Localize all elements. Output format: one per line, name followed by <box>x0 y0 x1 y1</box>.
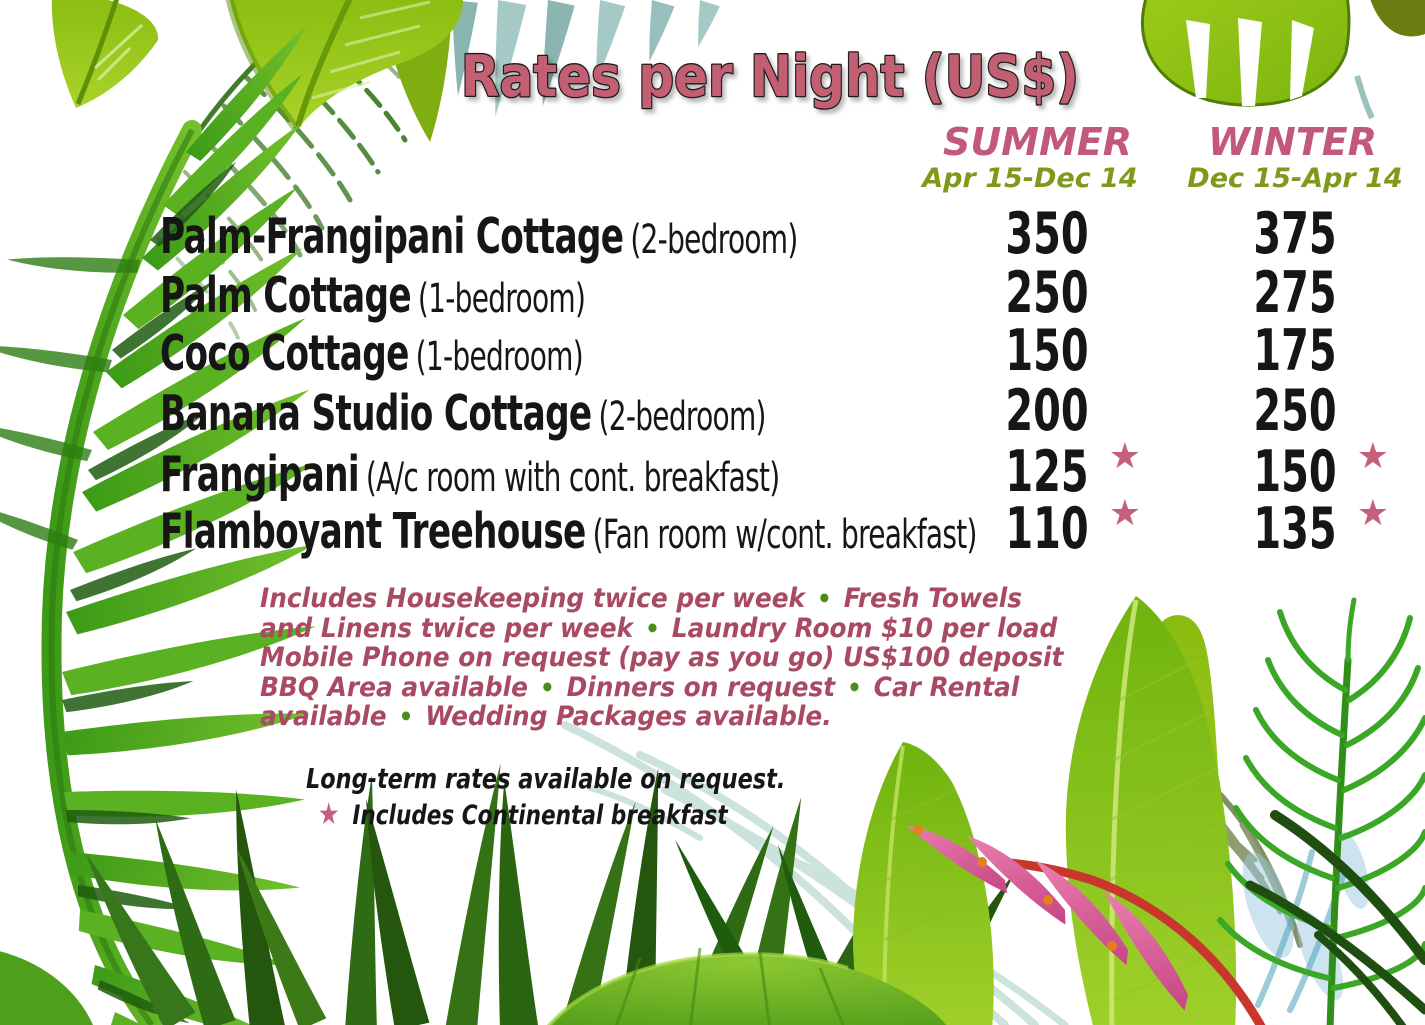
notes-text: Car Rental <box>873 671 1020 703</box>
breakfast-note: ★ Includes Continental breakfast <box>318 797 728 832</box>
cottage-name: Banana Studio Cottage <box>160 385 592 442</box>
summer-price: 350 <box>1005 201 1089 267</box>
winter-price: 175 <box>1253 318 1337 384</box>
winter-price: 375 <box>1253 201 1337 267</box>
bullet-icon: • <box>645 613 660 643</box>
rate-row: Flamboyant Treehouse (Fan room w/cont. br… <box>0 493 1425 567</box>
winter-column-header: WINTER <box>1208 120 1377 164</box>
notes-text: available <box>260 701 387 732</box>
bullet-icon: • <box>847 672 862 702</box>
page-title-text: Rates per Night (US$) <box>461 44 1079 110</box>
summer-price: 125 ★ <box>1005 436 1141 505</box>
rate-row: Palm-Frangipani Cottage (2-bedroom) 350 3… <box>0 206 1425 272</box>
winter-price: 275 <box>1253 260 1337 326</box>
cottage-name: Flamboyant Treehouse <box>160 503 586 560</box>
star-icon: ★ <box>1356 493 1389 534</box>
cottage-name: Frangipani <box>160 446 360 503</box>
notes-text: Includes Housekeeping twice per week <box>260 583 806 614</box>
bullet-icon: • <box>398 702 414 731</box>
cottage-desc: (2-bedroom) <box>630 217 798 263</box>
monstera-leaf-top-right <box>1140 0 1425 120</box>
star-icon: ★ <box>318 797 340 832</box>
banana-leaf-top-left <box>51 0 463 142</box>
heliconia-flower <box>906 825 1266 1025</box>
fern-frond-right <box>1217 597 1425 1025</box>
rate-row: Palm Cottage (1-bedroom) 250 275 <box>0 265 1425 331</box>
cottage-label: Palm Cottage (1-bedroom) <box>160 267 586 324</box>
bullet-icon: • <box>539 672 555 702</box>
dome-leaf-bottom <box>546 947 947 1025</box>
notes-text: Laundry Room $10 per load <box>671 612 1058 644</box>
summer-price: 200 <box>1005 378 1089 444</box>
cottage-name: Palm-Frangipani Cottage <box>160 208 624 265</box>
olive-leaf-corner <box>1370 0 1425 37</box>
cottage-desc: (1-bedroom) <box>417 276 586 322</box>
amenities-notes: Includes Housekeeping twice per week • Fre… <box>260 584 1063 732</box>
page-title: Rates per Night (US$) <box>460 43 1081 112</box>
notes-line: BBQ Area available • Dinners on request • Ca… <box>260 671 1063 703</box>
cottage-label: Coco Cottage (1-bedroom) <box>160 325 584 382</box>
summer-price: 110 ★ <box>1005 493 1141 562</box>
summer-price: 250 <box>1005 260 1089 326</box>
winter-price: 250 <box>1253 378 1337 444</box>
cottage-label: Flamboyant Treehouse (Fan room w/cont. br… <box>160 503 977 560</box>
notes-text: BBQ Area available <box>260 671 529 703</box>
cottage-label: Palm-Frangipani Cottage (2-bedroom) <box>160 208 798 265</box>
star-icon: ★ <box>1356 436 1389 477</box>
summer-column-header: SUMMER <box>942 120 1133 164</box>
longterm-note: Long-term rates available on request. <box>306 762 786 795</box>
notes-text: Mobile Phone on request (pay as you go) … <box>260 642 1064 673</box>
cottage-desc: (1-bedroom) <box>415 334 584 380</box>
dark-palm-bottom-right <box>1245 810 1425 1025</box>
notes-text: Dinners on request <box>566 671 836 703</box>
winter-price: 135 ★ <box>1253 493 1389 562</box>
summer-column-dates: Apr 15-Dec 14 <box>922 163 1138 194</box>
notes-line: Mobile Phone on request (pay as you go) … <box>260 643 1063 673</box>
rate-row: Banana Studio Cottage (2-bedroom) 200 250 <box>0 383 1425 449</box>
cottage-desc: (Fan room w/cont. breakfast) <box>592 512 978 558</box>
notes-line: Includes Housekeeping twice per week • Fre… <box>260 584 1063 614</box>
winter-column-dates: Dec 15-Apr 14 <box>1187 163 1403 194</box>
cottage-desc: (2-bedroom) <box>598 394 766 440</box>
breakfast-note-text: Includes Continental breakfast <box>352 800 728 831</box>
rate-row: Frangipani (A/c room with cont. breakfast… <box>0 436 1425 510</box>
pointed-leaf-large <box>1065 596 1237 1025</box>
notes-text: Fresh Towels <box>843 583 1023 614</box>
rate-row: Coco Cottage (1-bedroom) 150 175 <box>0 323 1425 389</box>
cottage-desc: (A/c room with cont. breakfast) <box>365 455 780 501</box>
cottage-name: Coco Cottage <box>160 325 409 382</box>
summer-price: 150 <box>1005 318 1089 384</box>
bullet-icon: • <box>817 584 832 613</box>
notes-text: and Linens twice per week <box>260 612 634 644</box>
cottage-name: Palm Cottage <box>160 267 412 324</box>
notes-line: and Linens twice per week • Laundry Room $… <box>260 612 1063 644</box>
winter-price: 150 ★ <box>1253 436 1389 505</box>
star-icon: ★ <box>1108 493 1141 534</box>
star-icon: ★ <box>1108 436 1141 477</box>
cottage-label: Frangipani (A/c room with cont. breakfast… <box>160 446 780 503</box>
cottage-label: Banana Studio Cottage (2-bedroom) <box>160 385 766 442</box>
palm-frond-left-edge <box>0 25 340 1025</box>
notes-line: available • Wedding Packages available. <box>260 702 1063 732</box>
notes-text: Wedding Packages available. <box>425 701 832 732</box>
